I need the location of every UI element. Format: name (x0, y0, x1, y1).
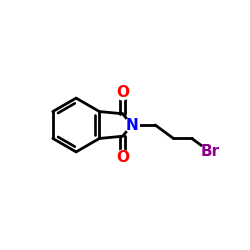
Text: O: O (116, 150, 129, 164)
Text: Br: Br (200, 144, 220, 160)
Text: N: N (126, 118, 138, 132)
Circle shape (116, 150, 130, 164)
Text: O: O (116, 86, 129, 100)
Circle shape (124, 118, 139, 132)
Circle shape (116, 86, 130, 100)
Circle shape (201, 142, 220, 161)
